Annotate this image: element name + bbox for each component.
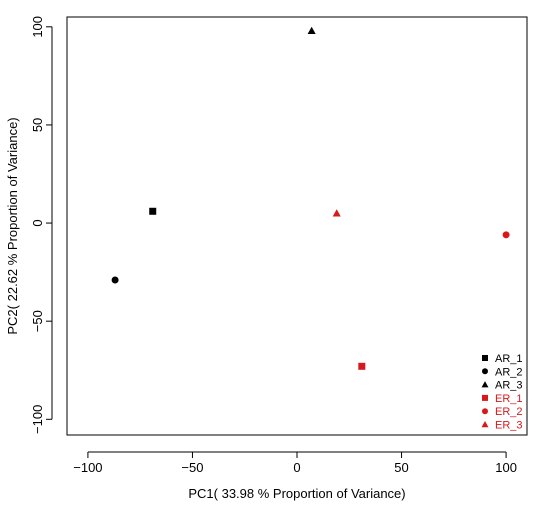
legend-label: AR_1 [495, 353, 523, 365]
point-ar-3 [307, 26, 316, 34]
data-points [111, 26, 510, 370]
legend-label: ER_3 [495, 420, 523, 432]
point-ar-2 [111, 276, 119, 284]
legend-label: ER_1 [495, 393, 523, 405]
legend-label: AR_3 [495, 380, 523, 392]
x-tick-label: 0 [293, 460, 300, 475]
x-tick-label: −100 [73, 460, 102, 475]
legend-marker-ar-3 [481, 381, 489, 388]
legend-marker-ar-2 [482, 368, 488, 375]
x-tick-label: 100 [495, 460, 517, 475]
legend-marker-er-3 [481, 421, 489, 428]
y-tick-label: −50 [30, 310, 45, 332]
point-er-1 [358, 362, 366, 370]
y-axis-title: PC2( 22.62 % Proportion of Variance) [5, 117, 20, 334]
legend-label: ER_2 [495, 406, 523, 418]
y-tick-label: 50 [30, 118, 45, 132]
y-tick-label: 0 [30, 219, 45, 226]
legend-marker-er-1 [482, 394, 488, 401]
x-axis: −100 −50 0 50 100 [73, 451, 517, 475]
point-er-2 [502, 231, 510, 239]
x-tick-label: −50 [181, 460, 203, 475]
legend-marker-ar-1 [482, 355, 488, 361]
plot-frame [66, 16, 528, 436]
point-er-3 [332, 209, 341, 217]
legend-marker-er-2 [482, 408, 488, 415]
y-tick-label: −100 [30, 405, 45, 434]
point-ar-1 [149, 207, 157, 215]
legend-label: AR_2 [495, 366, 523, 378]
legend: AR_1AR_2 AR_3ER_1ER_2 ER_3 [481, 353, 523, 432]
x-axis-title: PC1( 33.98 % Proportion of Variance) [188, 486, 405, 501]
y-tick-label: 100 [30, 16, 45, 38]
x-tick-label: 50 [394, 460, 408, 475]
y-axis: −100 −50 0 50 100 [30, 16, 53, 434]
